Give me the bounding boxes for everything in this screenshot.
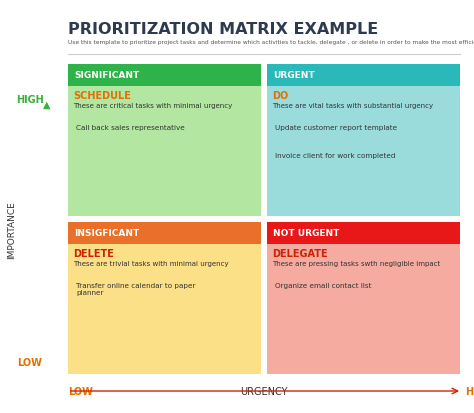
Text: LOW: LOW [18, 357, 43, 367]
Text: ▲: ▲ [43, 100, 51, 110]
Text: SCHEDULE: SCHEDULE [73, 91, 131, 101]
Text: URGENCY: URGENCY [240, 386, 288, 396]
Text: Invoice client for work completed: Invoice client for work completed [275, 153, 395, 159]
Text: HIGH: HIGH [16, 95, 44, 105]
Text: These are pressing tasks swth negligible impact: These are pressing tasks swth negligible… [272, 260, 440, 266]
Text: PRIORITIZATION MATRIX EXAMPLE: PRIORITIZATION MATRIX EXAMPLE [68, 22, 378, 37]
Text: These are trivial tasks with minimal urgency: These are trivial tasks with minimal urg… [73, 260, 228, 266]
Text: LOW: LOW [68, 386, 93, 396]
Text: DELEGATE: DELEGATE [272, 248, 328, 259]
Text: Use this template to prioritize project tasks and determine which activities to : Use this template to prioritize project … [68, 40, 474, 45]
Text: INSIGFICANT: INSIGFICANT [74, 229, 139, 238]
Text: DO: DO [272, 91, 288, 101]
Text: Organize email contact list: Organize email contact list [275, 282, 372, 288]
Text: Update customer report template: Update customer report template [275, 125, 397, 131]
Text: These are vital tasks with substantial urgency: These are vital tasks with substantial u… [272, 103, 433, 109]
Text: URGENT: URGENT [273, 71, 315, 80]
Text: Transfer online calendar to paper
planner: Transfer online calendar to paper planne… [76, 282, 195, 295]
Text: SIGNIFICANT: SIGNIFICANT [74, 71, 139, 80]
Text: Call back sales representative: Call back sales representative [76, 125, 185, 131]
Text: IMPORTANCE: IMPORTANCE [8, 201, 17, 258]
FancyBboxPatch shape [267, 65, 460, 216]
FancyBboxPatch shape [267, 223, 460, 374]
FancyBboxPatch shape [68, 223, 261, 374]
Text: HIGH: HIGH [465, 386, 474, 396]
FancyBboxPatch shape [68, 223, 261, 244]
Text: NOT URGENT: NOT URGENT [273, 229, 339, 238]
Text: DELETE: DELETE [73, 248, 114, 259]
FancyBboxPatch shape [267, 223, 460, 244]
FancyBboxPatch shape [68, 65, 261, 216]
FancyBboxPatch shape [68, 65, 261, 87]
Text: These are critical tasks with minimal urgency: These are critical tasks with minimal ur… [73, 103, 232, 109]
FancyBboxPatch shape [267, 65, 460, 87]
